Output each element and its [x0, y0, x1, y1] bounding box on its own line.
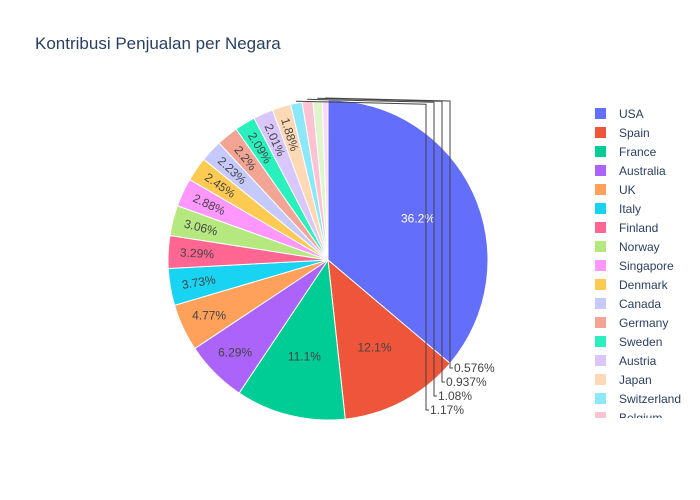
- slice-label-slice-17: 0.937%: [446, 375, 487, 389]
- legend-swatch: [595, 412, 606, 418]
- legend-swatch: [595, 241, 606, 252]
- legend-swatch: [595, 298, 606, 309]
- legend-swatch: [595, 146, 606, 157]
- legend-swatch: [595, 393, 606, 404]
- legend-item-uk[interactable]: UK: [592, 180, 700, 199]
- slice-leader-belgium: [307, 98, 437, 397]
- legend-swatch: [595, 222, 606, 233]
- legend-label: Finland: [619, 220, 659, 235]
- pie-slice-france[interactable]: [238, 258, 346, 421]
- pie-slices: [167, 99, 489, 421]
- legend-swatch: [595, 317, 606, 328]
- legend-label: Germany: [619, 315, 669, 330]
- legend-item-sweden[interactable]: Sweden: [592, 332, 700, 351]
- legend-item-austria[interactable]: Austria: [592, 351, 700, 370]
- legend-swatch: [595, 260, 606, 271]
- slice-label-spain: 12.1%: [357, 341, 391, 355]
- legend-label: Australia: [619, 163, 666, 178]
- legend-label: Switzerland: [619, 391, 682, 406]
- legend-label: Denmark: [619, 277, 668, 292]
- slice-label-france: 11.1%: [288, 349, 321, 363]
- slice-label-belgium: 1.08%: [438, 389, 472, 403]
- legend-swatch: [595, 127, 606, 138]
- legend-swatch: [595, 279, 606, 290]
- legend-swatch: [595, 355, 606, 366]
- legend-label: Spain: [619, 125, 650, 140]
- slice-leader-slice-18: [325, 97, 453, 369]
- legend-label: USA: [619, 106, 644, 121]
- slice-label-finland: 3.29%: [180, 246, 215, 262]
- legend-item-spain[interactable]: Spain: [592, 123, 700, 142]
- legend-swatch: [595, 336, 606, 347]
- legend-item-canada[interactable]: Canada: [592, 294, 700, 313]
- legend-swatch: [595, 184, 606, 195]
- legend-swatch: [595, 108, 606, 119]
- legend-swatch: [595, 203, 606, 214]
- legend-item-finland[interactable]: Finland: [592, 218, 700, 237]
- legend: USA Spain France Australia UK Italy Finland Nor…: [592, 104, 700, 418]
- legend-label: UK: [619, 182, 636, 197]
- legend-label: Japan: [619, 372, 652, 387]
- legend-label: Sweden: [619, 334, 663, 349]
- legend-swatch: [595, 374, 606, 385]
- legend-item-germany[interactable]: Germany: [592, 313, 700, 332]
- slice-label-slice-18: 0.576%: [454, 361, 495, 375]
- legend-swatch: [595, 165, 606, 176]
- slice-label-italy: 3.73%: [181, 272, 217, 292]
- pie-outside-labels: 1.17%1.08%0.937%0.576%: [295, 97, 495, 417]
- chart-title: Kontribusi Penjualan per Negara: [35, 34, 281, 53]
- legend-item-france[interactable]: France: [592, 142, 700, 161]
- legend-item-japan[interactable]: Japan: [592, 370, 700, 389]
- legend-label: Norway: [619, 239, 660, 254]
- slice-leader-switzerland: [295, 100, 429, 411]
- legend-label: Canada: [619, 296, 662, 311]
- legend-item-denmark[interactable]: Denmark: [592, 275, 700, 294]
- legend-label: Italy: [619, 201, 642, 216]
- legend-label: France: [619, 144, 657, 159]
- pie-slice-spain[interactable]: [327, 258, 451, 420]
- slice-label-usa: 36.2%: [401, 211, 435, 225]
- legend-item-usa[interactable]: USA: [592, 104, 700, 123]
- pie-slice-usa[interactable]: [327, 99, 489, 365]
- legend-label: Singapore: [619, 258, 674, 273]
- slice-label-australia: 6.29%: [218, 346, 252, 360]
- slice-label-uk: 4.77%: [192, 309, 226, 323]
- legend-item-italy[interactable]: Italy: [592, 199, 700, 218]
- slice-label-switzerland: 1.17%: [430, 403, 464, 417]
- legend-item-australia[interactable]: Australia: [592, 161, 700, 180]
- legend-label: Austria: [619, 353, 657, 368]
- legend-item-switzerland[interactable]: Switzerland: [592, 389, 700, 408]
- legend-item-singapore[interactable]: Singapore: [592, 256, 700, 275]
- legend-item-norway[interactable]: Norway: [592, 237, 700, 256]
- legend-item-belgium[interactable]: Belgium: [592, 408, 700, 418]
- legend-label: Belgium: [619, 410, 663, 419]
